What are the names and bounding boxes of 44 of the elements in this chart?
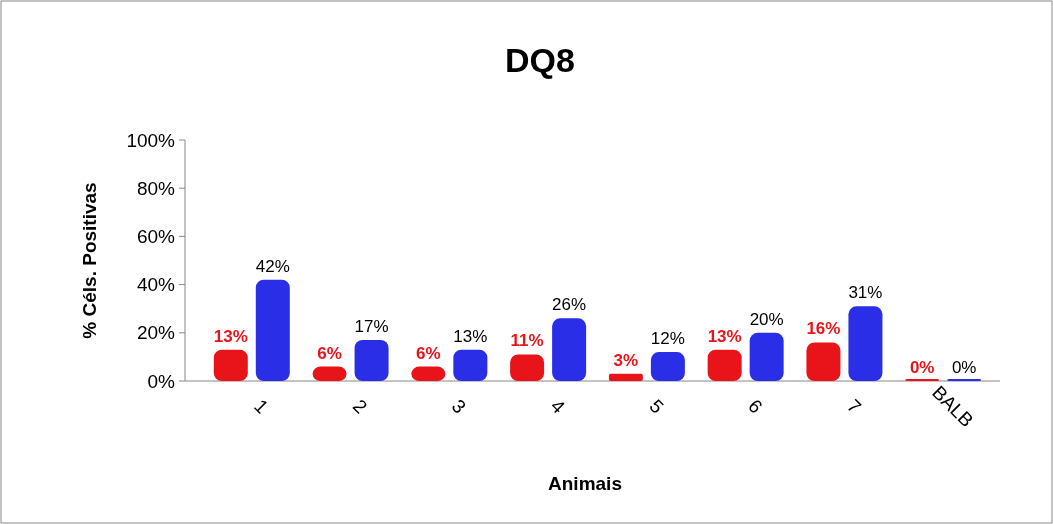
data-label: 16%: [806, 319, 841, 339]
x-tick-label: 2: [349, 395, 372, 418]
data-label: 31%: [848, 283, 883, 303]
x-tick-label: 4: [546, 395, 570, 418]
data-label: 26%: [552, 295, 587, 315]
data-label: 13%: [213, 326, 248, 346]
y-tick-label: 60%: [136, 226, 176, 248]
data-label: 6%: [416, 343, 441, 363]
data-label: 11%: [510, 331, 544, 351]
bar: [749, 332, 784, 381]
data-label: 42%: [255, 256, 290, 276]
bar: [707, 349, 742, 381]
bar: [848, 306, 883, 381]
y-tick-label: 0%: [147, 370, 176, 392]
data-label: 13%: [453, 326, 488, 346]
x-axis-title: Animais: [548, 473, 622, 494]
bar: [552, 318, 587, 381]
data-label: 13%: [707, 326, 742, 346]
y-tick-label: 100%: [126, 129, 176, 151]
data-label: 12%: [650, 329, 685, 349]
bar: [213, 349, 248, 381]
x-tick-label: 7: [842, 395, 866, 418]
y-tick-label: 40%: [136, 274, 176, 296]
data-label: 20%: [749, 309, 784, 329]
bar: [255, 279, 290, 381]
bar: [650, 352, 685, 381]
data-label: 6%: [317, 343, 342, 363]
y-tick-label: 80%: [136, 177, 176, 199]
chart-title: DQ8: [505, 41, 575, 79]
bar: [806, 342, 841, 381]
x-tick-label: 6: [744, 395, 767, 418]
data-label: 0%: [951, 358, 977, 377]
bar: [354, 340, 389, 381]
x-tick-label: 5: [645, 395, 668, 418]
data-label: 3%: [613, 350, 639, 370]
x-tick-label: 3: [447, 395, 471, 418]
bar: [453, 349, 488, 381]
x-tick-label: 1: [250, 395, 273, 418]
bar: [608, 373, 643, 381]
data-label: 0%: [909, 358, 935, 377]
y-axis-title: % Céls. Positivas: [79, 182, 100, 339]
bar: [510, 354, 545, 381]
y-tick-label: 20%: [136, 322, 176, 344]
data-label: 17%: [354, 317, 389, 337]
